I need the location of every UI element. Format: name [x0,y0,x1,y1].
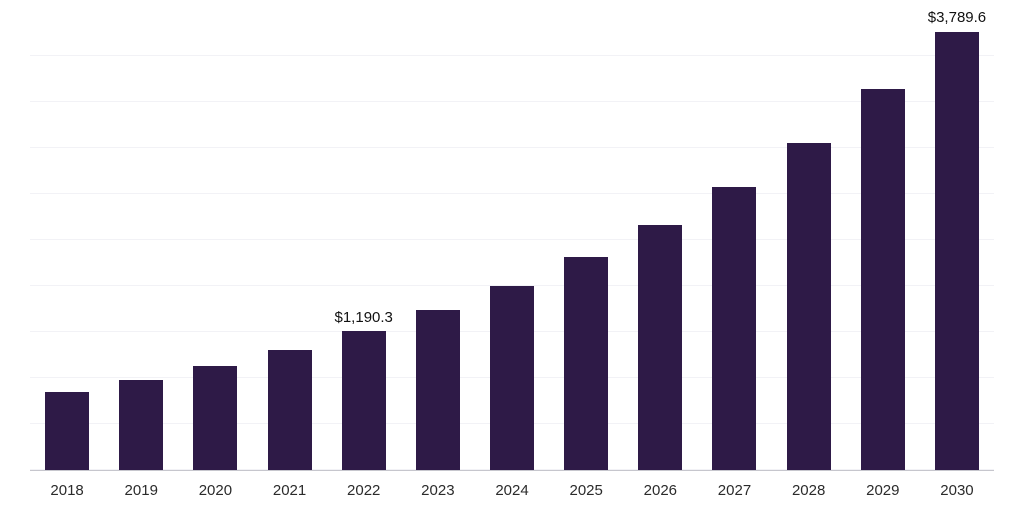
x-tick-label: 2029 [866,482,900,499]
bar-column: $1,190.3 [327,10,401,470]
bar-column [475,10,549,470]
bar-column [697,10,771,470]
x-tick-label: 2027 [717,482,752,499]
bar [267,350,312,470]
bar [564,257,609,470]
x-tick-label: 2028 [791,482,826,499]
bar [341,331,386,470]
x-axis: 2018 2019 2020 2021 2022 2023 2024 2025 2026 2027… [30,482,994,499]
bar-column [549,10,623,470]
x-tick-label: 2030 [940,482,974,499]
x-tick-label: 2022 [347,482,381,499]
x-tick-label: 2021 [272,482,307,499]
bar [415,310,460,470]
bar-column [252,10,326,470]
bar [45,392,90,470]
bar-value-label: $1,190.3 [334,308,393,326]
bar-column [401,10,475,470]
x-tick-label: 2019 [124,482,158,499]
bar [934,31,979,470]
bar [860,89,905,470]
plot-area: $1,190.3 $3,789.6 [30,9,994,471]
bar [119,380,164,470]
bar-column [104,10,178,470]
bar-value-label: $3,789.6 [927,9,987,26]
x-tick-label: 2020 [198,482,233,499]
bar [712,187,757,470]
bar [786,143,831,470]
bar [193,366,238,470]
bars-container: $1,190.3 $3,789.6 [30,9,994,470]
bar-column: $3,789.6 [920,9,994,470]
bar-column [623,10,697,470]
x-tick-label: 2026 [643,482,678,499]
x-tick-label: 2023 [421,482,455,499]
bar [490,286,535,470]
bar-column [772,10,846,470]
x-tick-label: 2025 [569,482,603,499]
x-tick-label: 2024 [495,482,529,499]
bar-column [178,10,252,470]
bar-column [846,10,920,470]
bar [638,225,683,470]
bar-column [30,10,104,470]
x-tick-label: 2018 [50,482,84,499]
